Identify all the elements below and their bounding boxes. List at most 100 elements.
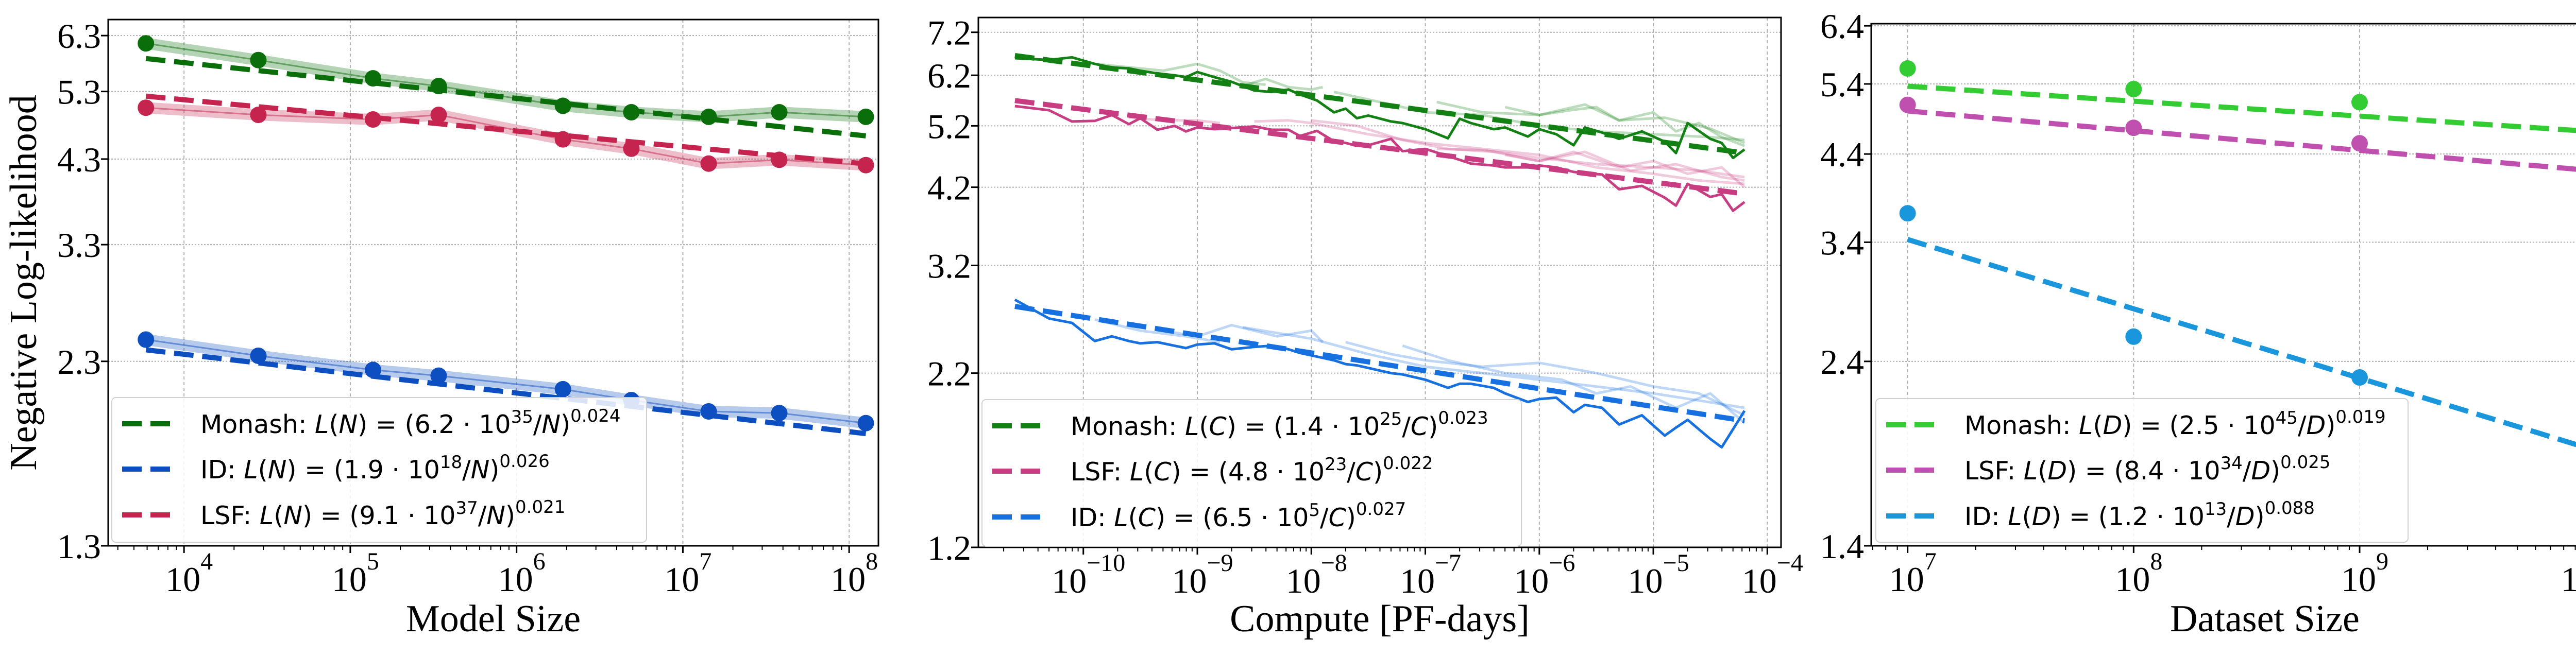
punct: ) [2270,456,2280,486]
plot-area [1899,60,2576,447]
x-tick-base: 10 [1400,561,1435,600]
series-id [1014,298,1746,449]
legend-label: ID: L(N) = (1.9 · 1018/N)0.026 [200,451,550,485]
fit-line [145,93,867,167]
legend-item-monash: Monash: L(N) = (6.2 · 1035/N)0.024 [122,406,621,439]
x-tick-label: 106 [498,548,546,599]
data-point [430,78,447,95]
data-point [857,157,874,174]
punct: / [533,410,542,439]
punct: : [243,501,260,530]
y-tick-label: 1.3 [57,527,101,566]
x-tick-label: 10−5 [1628,549,1689,600]
x-tick-base: 10 [2341,560,2376,599]
data-point [138,99,155,116]
formula-L: L [1185,412,1199,441]
series-name: LSF [1964,456,2008,486]
fit-line [145,347,867,437]
punct: ) = ( [1227,412,1283,441]
x-tick-exponent: 7 [1924,548,1937,575]
data-point [430,367,447,384]
x-tick-base: 10 [2561,560,2576,599]
legend-label: Monash: L(N) = (6.2 · 1035/N)0.024 [200,406,621,439]
legend-label: Monash: L(D) = (2.5 · 1045/D)0.019 [1964,407,2386,440]
punct: / [2243,456,2251,486]
x-tick-base: 10 [1286,561,1321,600]
x-tick-exponent: −8 [1321,549,1347,577]
punct: · 10 [384,455,440,485]
series-monash [1899,60,2576,133]
y-tick-label: 1.2 [927,528,971,567]
x-tick-exponent: 4 [200,548,213,575]
x-tick-label: 107 [664,548,711,599]
punct: ) = ( [286,455,343,485]
data-point [2351,135,2368,152]
punct: ( [2093,411,2103,440]
series-lsf [138,93,874,174]
legend-box [1875,398,2409,543]
y-tick-label: 3.2 [927,246,971,285]
formula-variable: N [541,410,561,439]
x-tick-exponent: −6 [1549,549,1575,577]
y-tick-label: 5.2 [927,107,971,146]
x-tick-label: 10−9 [1172,549,1233,600]
punct: / [2227,502,2235,531]
legend-label: LSF: L(D) = (8.4 · 1034/D)0.025 [1964,452,2331,486]
x-tick-exponent: −4 [1777,549,1803,577]
data-point [700,155,717,172]
punct: · 10 [455,410,511,439]
y-tick-label: 4.2 [927,168,971,208]
punct: ( [1199,412,1209,441]
punct: ) [1346,503,1356,532]
punct: ) [1373,457,1383,487]
punct: ) = ( [2051,502,2108,531]
formula-variable: N [471,455,490,485]
punct: : [1097,503,1114,532]
legend-item-id: ID: L(D) = (1.2 · 1013/D)0.088 [1886,498,2315,531]
punct: / [1347,457,1355,487]
series-name: ID [1071,503,1097,532]
series-monash [138,35,874,139]
legend-label: LSF: L(C) = (4.8 · 1023/C)0.022 [1071,453,1433,487]
fit-exponent: 45 [2276,408,2298,428]
formula-L: L [1114,503,1128,532]
y-tick-label: 2.4 [1820,342,1864,382]
data-point [2351,94,2368,111]
training-run-curve [1242,77,1324,91]
fit-coefficient: 1.9 [344,455,384,485]
data-point [2125,328,2142,345]
data-point [2125,80,2142,97]
fit-exponent: 13 [2205,499,2227,520]
fit-power: 0.022 [1383,453,1433,474]
data-point [771,405,788,422]
fit-line [1014,98,1745,197]
x-tick-label: 107 [1889,548,1937,599]
data-point [365,70,382,87]
series-id [1899,205,2576,447]
plot-area [1014,53,1746,449]
punct: ( [329,410,338,439]
punct: : [1168,412,1185,441]
punct: : [298,410,315,439]
data-point [138,331,155,348]
formula-variable: D [2251,456,2270,486]
formula-variable: N [283,501,302,530]
fit-exponent: 25 [1380,409,1402,429]
fit-coefficient: 9.1 [359,501,399,530]
formula-variable: C [1329,503,1347,532]
x-tick-exponent: −7 [1435,549,1461,577]
fit-coefficient: 8.4 [2124,456,2164,486]
legend-label: ID: L(C) = (6.5 · 105/C)0.027 [1071,499,1406,532]
data-point [1899,205,1916,222]
punct: · 10 [2164,456,2220,486]
data-point [771,151,788,168]
x-tick-base: 10 [1052,561,1087,600]
training-run-curve [1504,106,1745,147]
data-point [365,111,382,128]
punct: · 10 [2148,502,2205,531]
data-point [771,103,788,120]
punct: ) = ( [1172,457,1228,487]
formula-variable: C [1209,412,1227,441]
